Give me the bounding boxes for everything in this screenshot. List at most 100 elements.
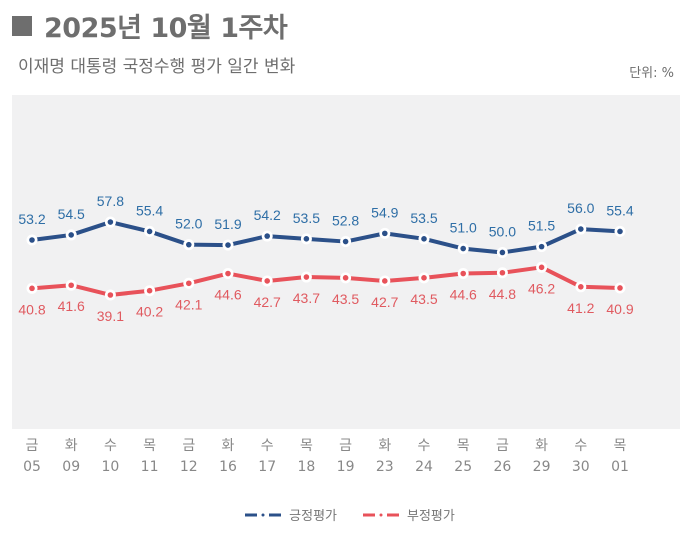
data-point-negative[interactable] xyxy=(421,275,427,281)
legend-line-negative-icon xyxy=(363,513,399,516)
x-tick-weekday: 목 xyxy=(300,438,313,454)
data-point-positive[interactable] xyxy=(146,228,153,235)
data-point-positive[interactable] xyxy=(421,236,427,242)
data-label-positive: 51.0 xyxy=(450,220,477,236)
data-point-positive[interactable] xyxy=(617,228,623,235)
data-point-negative[interactable] xyxy=(342,275,349,281)
data-point-negative[interactable] xyxy=(303,274,310,280)
data-label-positive: 51.9 xyxy=(214,216,241,232)
data-point-positive[interactable] xyxy=(578,226,584,232)
data-label-positive: 53.2 xyxy=(18,211,45,227)
series-line-negative xyxy=(31,265,621,297)
unit-label: 단위: % xyxy=(629,66,674,81)
data-point-negative[interactable] xyxy=(578,284,584,290)
data-point-negative[interactable] xyxy=(617,285,623,291)
data-label-negative: 42.7 xyxy=(371,294,398,310)
x-tick-weekday: 수 xyxy=(418,438,431,454)
data-label-negative: 44.6 xyxy=(450,287,477,303)
x-tick-date: 05 xyxy=(23,459,41,475)
data-point-negative[interactable] xyxy=(460,270,467,277)
data-point-positive[interactable] xyxy=(186,241,192,248)
data-label-positive: 55.4 xyxy=(136,202,163,218)
data-point-positive[interactable] xyxy=(538,243,545,250)
x-tick-date: 18 xyxy=(297,459,315,475)
data-point-positive[interactable] xyxy=(303,236,310,242)
data-label-negative: 42.1 xyxy=(175,296,202,312)
data-label-positive: 50.0 xyxy=(489,223,516,239)
data-point-positive[interactable] xyxy=(68,232,74,238)
data-point-positive[interactable] xyxy=(225,242,231,248)
x-tick-date: 16 xyxy=(219,459,237,475)
x-tick-date: 01 xyxy=(611,459,629,475)
x-tick-date: 17 xyxy=(258,459,276,475)
data-label-positive: 54.5 xyxy=(58,206,85,222)
series-line-positive xyxy=(31,220,621,255)
data-point-negative[interactable] xyxy=(382,278,388,284)
x-tick-date: 25 xyxy=(454,459,472,475)
data-point-negative[interactable] xyxy=(264,278,271,284)
data-point-negative[interactable] xyxy=(499,269,506,276)
title-text: 2025년 10월 1주차 xyxy=(44,13,288,44)
data-label-negative: 41.2 xyxy=(567,300,594,316)
data-label-positive: 54.9 xyxy=(371,204,398,220)
data-label-negative: 43.5 xyxy=(332,291,359,307)
data-label-negative: 42.7 xyxy=(254,294,281,310)
x-tick-weekday: 금 xyxy=(339,438,352,454)
data-label-positive: 57.8 xyxy=(97,193,124,209)
legend-item-negative[interactable]: 부정평가 xyxy=(363,505,455,524)
legend-item-positive[interactable]: 긍정평가 xyxy=(245,505,337,524)
x-tick-date: 11 xyxy=(141,459,159,475)
data-label-positive: 52.8 xyxy=(332,213,359,229)
chart-subtitle: 이재명 대통령 국정수행 평가 일간 변화 xyxy=(18,57,296,77)
x-tick-weekday: 화 xyxy=(65,438,78,454)
data-label-positive: 51.5 xyxy=(528,218,555,234)
data-point-positive[interactable] xyxy=(460,245,467,252)
data-label-negative: 43.5 xyxy=(410,291,437,307)
data-point-negative[interactable] xyxy=(29,285,35,292)
x-tick-date: 10 xyxy=(101,459,119,475)
data-point-positive[interactable] xyxy=(382,230,388,237)
data-point-positive[interactable] xyxy=(29,237,35,243)
data-label-negative: 41.6 xyxy=(58,298,85,314)
data-point-positive[interactable] xyxy=(264,233,271,239)
data-point-positive[interactable] xyxy=(107,219,114,225)
data-point-negative[interactable] xyxy=(68,282,74,289)
data-label-negative: 44.8 xyxy=(489,286,516,302)
data-point-negative[interactable] xyxy=(146,287,153,294)
data-label-positive: 55.4 xyxy=(606,202,633,218)
data-point-negative[interactable] xyxy=(186,280,192,287)
data-label-positive: 52.0 xyxy=(175,216,202,232)
x-tick-date: 09 xyxy=(62,459,80,475)
data-point-positive[interactable] xyxy=(342,238,349,245)
x-tick-weekday: 목 xyxy=(614,438,627,454)
data-label-positive: 54.2 xyxy=(254,207,281,223)
x-tick-weekday: 수 xyxy=(574,438,587,454)
legend: 긍정평가 부정평가 xyxy=(0,505,700,524)
x-tick-weekday: 금 xyxy=(26,438,39,454)
x-tick-date: 29 xyxy=(533,459,551,475)
data-label-negative: 40.9 xyxy=(606,301,633,317)
data-label-positive: 56.0 xyxy=(567,200,594,216)
x-tick-date: 30 xyxy=(572,459,590,475)
chart-title: 2025년 10월 1주차 xyxy=(12,6,288,45)
legend-label-positive: 긍정평가 xyxy=(289,509,337,524)
x-tick-date: 19 xyxy=(337,459,355,475)
data-label-negative: 43.7 xyxy=(293,290,320,306)
x-tick-weekday: 수 xyxy=(261,438,274,454)
data-label-negative: 44.6 xyxy=(214,287,241,303)
legend-label-negative: 부정평가 xyxy=(407,509,455,524)
x-tick-weekday: 화 xyxy=(535,438,548,454)
data-point-negative[interactable] xyxy=(107,292,114,298)
data-point-negative[interactable] xyxy=(538,264,545,271)
data-point-positive[interactable] xyxy=(499,249,506,256)
data-point-negative[interactable] xyxy=(225,270,231,277)
x-tick-date: 24 xyxy=(415,459,433,475)
data-label-negative: 46.2 xyxy=(528,280,555,296)
x-tick-weekday: 목 xyxy=(143,438,156,454)
data-label-positive: 53.5 xyxy=(410,210,437,226)
x-tick-weekday: 수 xyxy=(104,438,117,454)
data-label-negative: 40.2 xyxy=(136,304,163,320)
data-label-negative: 40.8 xyxy=(18,301,45,317)
data-label-negative: 39.1 xyxy=(97,308,124,324)
legend-line-positive-icon xyxy=(245,513,282,516)
